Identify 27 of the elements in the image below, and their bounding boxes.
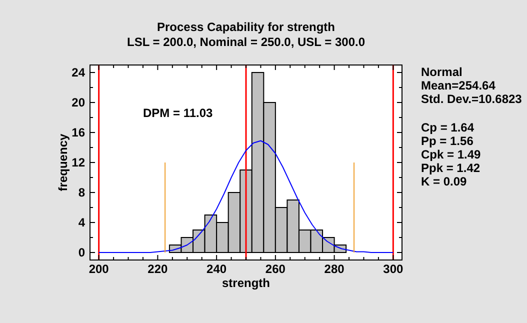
text: K = 0.09 [421, 174, 468, 189]
y-tick-label: 24 [72, 66, 86, 80]
chart-title: Process Capability for strength [156, 20, 336, 34]
y-tick-label: 0 [78, 246, 86, 260]
x-tick-label: 220 [148, 262, 168, 276]
text: Cpk = 1.49 [421, 148, 482, 162]
x-tick-label: 240 [206, 262, 227, 276]
text: Cp = 1.64 [421, 120, 474, 134]
y-tick-label: 4 [78, 216, 86, 230]
text: Mean=254.64 [421, 78, 496, 93]
annotation: DPM = 11.03 [143, 106, 214, 120]
text: Normal [421, 65, 462, 79]
y-tick-label: 16 [72, 126, 86, 140]
line-series [98, 140, 394, 253]
x-tick-label: 200 [88, 262, 110, 276]
text: Ppk = 1.42 [421, 161, 480, 176]
chart-subtitle: LSL = 200.0, Nominal = 250.0, USL = 300.0 [126, 35, 366, 49]
text: Std. Dev.=10.6823 [421, 92, 522, 106]
y-tick-label: 20 [72, 96, 86, 110]
x-axis-title: strength [222, 276, 270, 290]
x-tick-label: 280 [324, 262, 345, 276]
y-tick-label: 8 [78, 186, 86, 200]
x-tick-label: 300 [383, 262, 404, 276]
text: Pp = 1.56 [421, 134, 474, 148]
x-tick-label: 260 [265, 262, 286, 276]
y-tick-label: 12 [72, 156, 86, 170]
y-axis-title: frequency [56, 134, 70, 192]
